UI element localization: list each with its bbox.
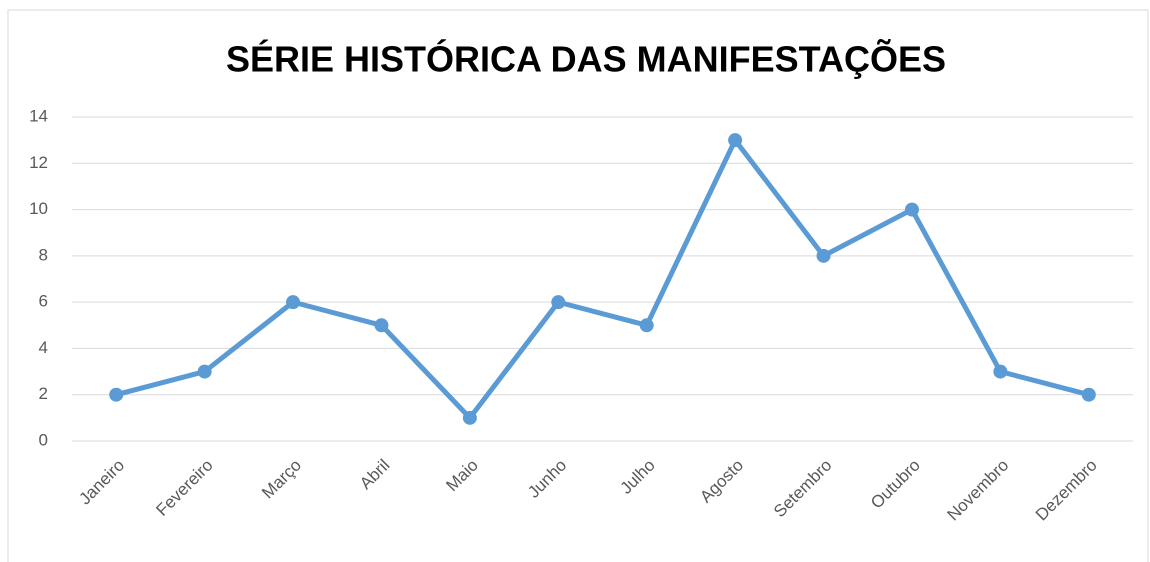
y-tick-label: 4 xyxy=(39,338,48,357)
marker xyxy=(1081,387,1096,402)
y-tick-label: 8 xyxy=(39,245,48,264)
marker xyxy=(286,295,301,310)
marker xyxy=(816,248,831,263)
y-tick-label: 14 xyxy=(29,106,48,125)
y-tick-label: 6 xyxy=(39,292,48,311)
y-tick-label: 0 xyxy=(39,430,48,449)
marker xyxy=(904,202,919,217)
y-tick-label: 2 xyxy=(39,384,48,403)
marker xyxy=(374,318,389,333)
chart-title: SÉRIE HISTÓRICA DAS MANIFESTAÇÕES xyxy=(226,38,946,80)
chart-border xyxy=(7,9,1149,562)
y-tick-label: 10 xyxy=(29,199,48,218)
y-tick-label: 12 xyxy=(29,153,48,172)
marker xyxy=(109,387,124,402)
marker xyxy=(728,133,743,148)
marker xyxy=(462,410,477,425)
marker xyxy=(993,364,1008,379)
marker xyxy=(639,318,654,333)
line xyxy=(115,137,1090,421)
marker xyxy=(551,295,566,310)
marker xyxy=(197,364,212,379)
